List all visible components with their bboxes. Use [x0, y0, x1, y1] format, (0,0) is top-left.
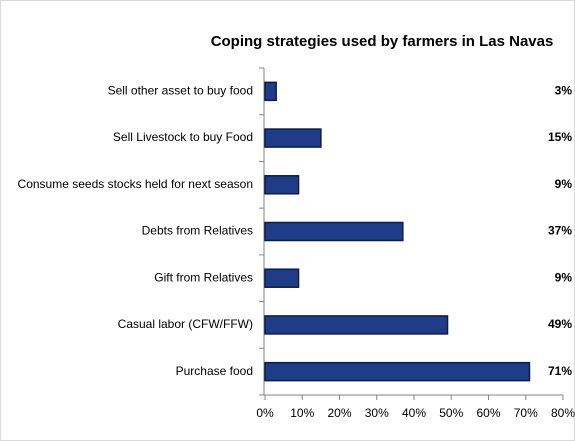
- y-tick-label: Sell other asset to buy food: [108, 84, 253, 98]
- bar: [264, 175, 300, 195]
- x-tick-label: 60%: [476, 406, 500, 420]
- bar: [264, 361, 531, 382]
- bar: [264, 221, 404, 242]
- x-tick-label: 80%: [551, 406, 575, 420]
- value-label: 3%: [555, 84, 573, 98]
- bar: [264, 81, 277, 102]
- y-tick-label: Gift from Relatives: [154, 270, 253, 284]
- x-tick-label: 10%: [290, 406, 314, 420]
- bar: [264, 315, 449, 335]
- value-label: 15%: [548, 130, 572, 144]
- chart-title: Coping strategies used by farmers in Las…: [211, 33, 554, 50]
- x-tick-label: 30%: [365, 406, 389, 420]
- bar: [264, 268, 300, 288]
- y-tick-label: Casual labor (CFW/FFW): [118, 317, 253, 331]
- value-label: 71%: [548, 364, 572, 378]
- y-tick-label: Consume seeds stocks held for next seaso…: [18, 177, 253, 191]
- value-label: 9%: [555, 177, 573, 191]
- value-label: 37%: [548, 224, 572, 238]
- x-tick-label: 20%: [327, 406, 351, 420]
- x-tick-label: 0%: [256, 406, 274, 420]
- x-tick-label: 70%: [514, 406, 538, 420]
- y-tick-label: Purchase food: [176, 364, 253, 378]
- value-label: 9%: [555, 270, 573, 284]
- y-tick-label: Sell Livestock to buy Food: [113, 130, 253, 144]
- bar: [264, 128, 322, 148]
- y-tick-label: Debts from Relatives: [142, 224, 253, 238]
- x-tick-label: 40%: [402, 406, 426, 420]
- x-tick-label: 50%: [439, 406, 463, 420]
- value-label: 49%: [548, 317, 572, 331]
